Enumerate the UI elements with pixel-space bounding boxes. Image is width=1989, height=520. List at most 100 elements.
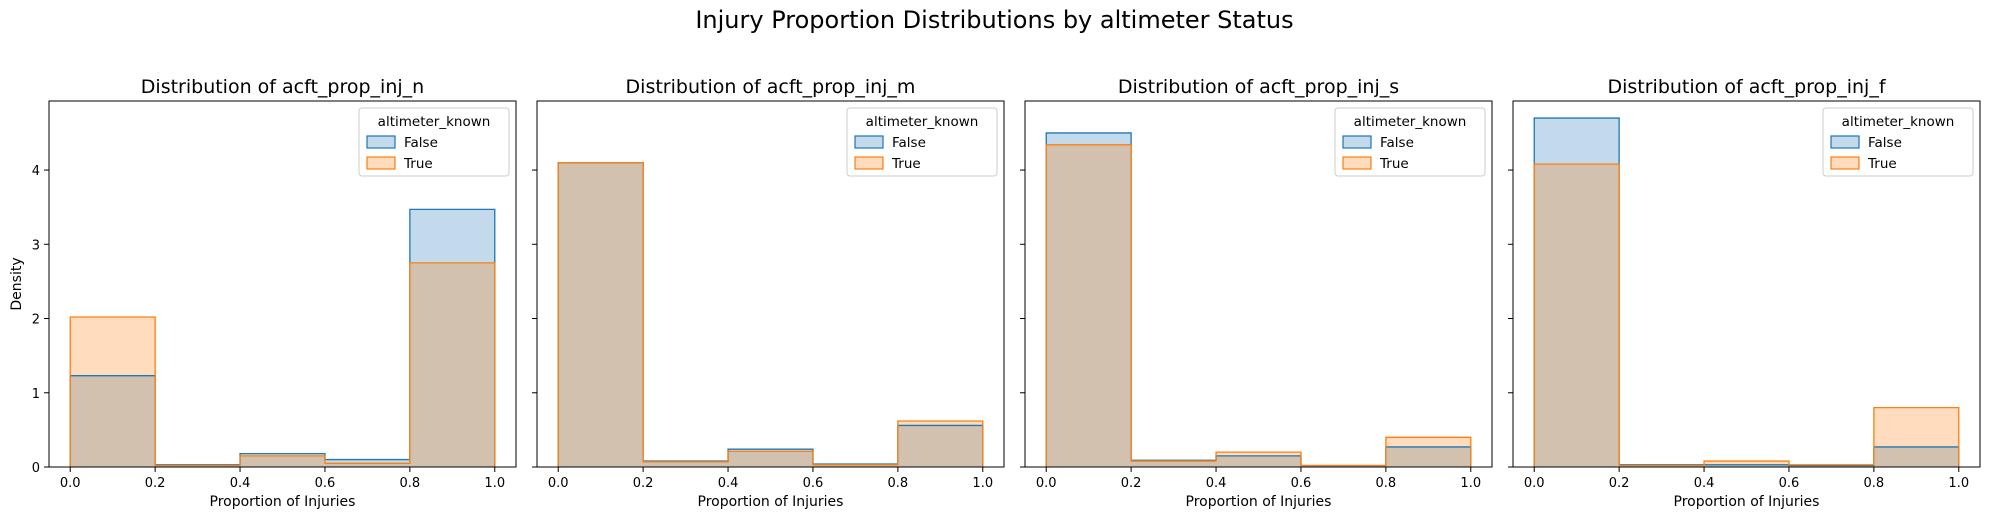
bar-true [155,465,241,467]
legend: altimeter_known False True [1334,107,1486,177]
legend: altimeter_known False True [1822,107,1974,177]
bar-true [1300,465,1386,467]
axes-frame [1024,100,1493,468]
x-tick-label: 0.8 [1864,476,1885,491]
bar-true [558,162,644,468]
legend-label: True [1867,156,1897,172]
step-outline-false [1045,132,1472,467]
bar-true [1216,452,1301,467]
legend: altimeter_known False True [358,107,510,177]
bar-true [1873,407,1959,467]
subplot-1: 0.0 0.2 0.4 0.6 0.8 1.0 0 1 2 3 4 Distribution of a… [9,76,517,510]
legend-swatch [1830,135,1860,149]
y-tick-label: 1 [32,387,40,402]
x-tick-label: 0.6 [803,476,824,491]
legend-title: altimeter_known [1842,114,1955,130]
legend-box [358,107,510,177]
x-tick-label: 0.2 [1121,476,1142,491]
bar-true [1704,461,1789,467]
legend-label: True [891,156,921,172]
subplot-title: Distribution of acft_prop_inj_m [626,76,916,98]
x-tick-label: 0.8 [888,476,909,491]
bar-true [409,262,495,467]
bar-false [1788,465,1874,467]
x-tick-label: 1.0 [1460,476,1481,491]
x-tick-label: 0.0 [1524,476,1545,491]
bar-false [643,461,729,467]
y-tick-label: 3 [32,238,40,253]
bar-false [728,449,813,467]
legend-box [1822,107,1974,177]
legend-swatch [854,156,884,170]
bar-true [1131,461,1217,467]
x-tick-label: 0.4 [230,476,251,491]
x-axis-label: Proportion of Injuries [698,494,844,510]
legend-swatch [366,135,396,149]
x-tick-label: 0.4 [718,476,739,491]
bar-false [1873,446,1959,467]
legend-label: True [1379,156,1409,172]
bar-false [1131,460,1217,467]
bar-true [70,317,156,467]
x-axis-label: Proportion of Injuries [1186,494,1332,510]
step-outline-true [557,161,984,467]
legend-swatch [1342,156,1372,170]
bar-true [1619,465,1705,467]
legend-label: True [403,156,433,172]
x-tick-label: 0.2 [633,476,654,491]
bar-true [812,464,898,467]
subplot-title: Distribution of acft_prop_inj_n [141,76,424,98]
bar-false [1534,118,1620,468]
legend-label: False [1380,135,1414,151]
x-tick-label: 1.0 [484,476,505,491]
x-axis-label: Proportion of Injuries [210,494,356,510]
bar-false [240,453,325,467]
axes-frame [48,100,517,468]
step-outline-true [1533,163,1960,467]
x-axis-label: Proportion of Injuries [1674,494,1820,510]
x-tick-label: 0.0 [1036,476,1057,491]
bar-true [728,451,813,467]
x-tick-label: 0.0 [60,476,81,491]
subplot-3: 0.0 0.2 0.4 0.6 0.8 1.0 Distribution of acft_p… [1020,76,1493,510]
bar-true [1046,144,1132,468]
legend-swatch [854,135,884,149]
bar-false [409,209,495,467]
bar-true [240,455,325,467]
legend-swatch [1830,156,1860,170]
step-outline-true [1045,144,1472,467]
x-tick-label: 0.2 [1609,476,1630,491]
bar-false [812,464,898,467]
bar-true [324,463,410,467]
y-tick-label: 0 [32,461,40,476]
x-tick-label: 1.0 [1948,476,1969,491]
bar-true [897,420,983,467]
x-tick-label: 0.8 [400,476,421,491]
bar-false [897,425,983,467]
bar-true [1534,164,1620,467]
x-tick-label: 0.2 [145,476,166,491]
x-tick-label: 0.6 [315,476,336,491]
legend-label: False [404,135,438,151]
legend-label: False [1868,135,1902,151]
legend-title: altimeter_known [1354,114,1467,130]
x-tick-label: 1.0 [972,476,993,491]
subplot-4: 0.0 0.2 0.4 0.6 0.8 1.0 Distribution of acft_p… [1508,76,1981,510]
legend-swatch [366,156,396,170]
legend-title: altimeter_known [378,114,491,130]
axes-frame [1512,100,1981,468]
bar-true [1385,437,1471,467]
x-tick-label: 0.6 [1291,476,1312,491]
legend: altimeter_known False True [846,107,998,177]
legend-box [846,107,998,177]
bar-false [1216,455,1301,467]
bar-true [643,461,729,467]
legend-label: False [892,135,926,151]
legend-swatch [1342,135,1372,149]
legend-box [1334,107,1486,177]
x-tick-label: 0.6 [1779,476,1800,491]
y-axis-label: Density [9,257,25,310]
y-tick-label: 4 [32,164,40,179]
subplot-title: Distribution of acft_prop_inj_s [1118,76,1399,98]
